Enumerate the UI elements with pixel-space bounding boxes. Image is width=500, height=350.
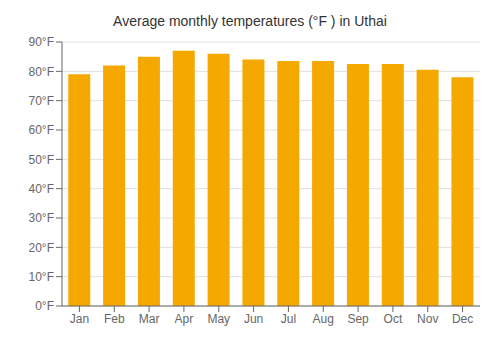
svg-text:30°F: 30°F [29,211,54,225]
svg-text:Jul: Jul [281,312,296,326]
svg-text:90°F: 90°F [29,35,54,49]
svg-text:Jan: Jan [70,312,89,326]
svg-text:60°F: 60°F [29,123,54,137]
svg-text:50°F: 50°F [29,153,54,167]
svg-text:May: May [207,312,230,326]
svg-text:Feb: Feb [104,312,125,326]
svg-text:Jun: Jun [244,312,263,326]
svg-text:Oct: Oct [384,312,403,326]
svg-text:Dec: Dec [452,312,473,326]
svg-text:Mar: Mar [139,312,160,326]
svg-text:Nov: Nov [417,312,438,326]
svg-text:70°F: 70°F [29,94,54,108]
svg-text:40°F: 40°F [29,182,54,196]
svg-text:Apr: Apr [175,312,194,326]
html-text:Average monthly temperatures (: Average monthly temperatures (°F ) in Ut… [113,13,387,29]
svg-text:Aug: Aug [313,312,334,326]
svg-text:Sep: Sep [347,312,369,326]
svg-text:80°F: 80°F [29,65,54,79]
svg-text:20°F: 20°F [29,241,54,255]
svg-text:10°F: 10°F [29,270,54,284]
svg-text:0°F: 0°F [35,299,54,313]
